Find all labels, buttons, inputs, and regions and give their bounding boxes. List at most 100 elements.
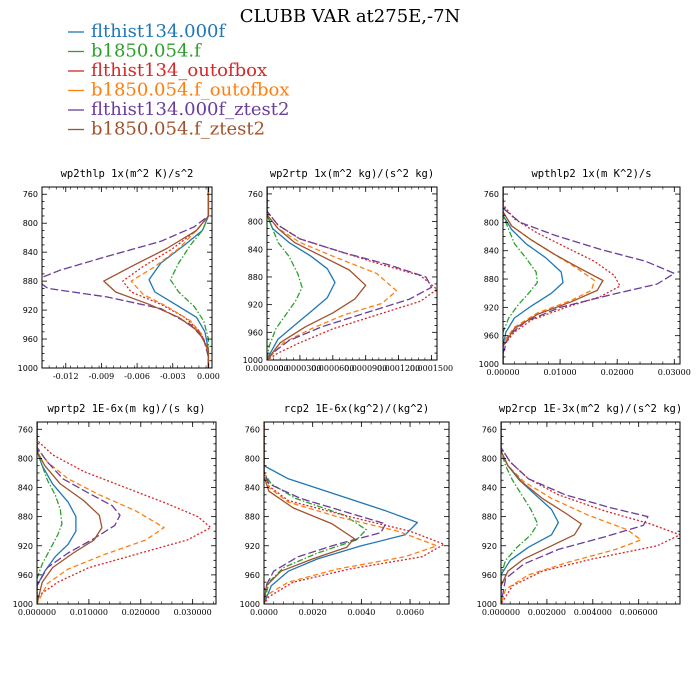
series-line [267,187,433,360]
ytick-label: 960 [248,328,263,337]
panel-4: wprtp2 1E-6x(m kg)/(s kg) 760 800 840 880 920… [13,403,217,617]
series-group [37,422,212,604]
series-group [267,187,437,360]
series-line [503,187,564,364]
series-line [501,422,649,604]
legend-entry-text: flthist134.000f_ztest2 [91,99,289,120]
legend: flthist134.000fb1850.054.fflthist134_out… [68,21,289,140]
series-line [37,422,121,604]
ytick-label: 920 [482,542,497,551]
ytick-label: 800 [18,454,33,463]
panel-3: wpthlp2 1x(m K^2)/s 760 800 840 880 920 960 100… [479,168,691,377]
ytick-label: 760 [18,425,33,434]
plot-frame [41,186,213,369]
series-line [501,422,582,604]
plot-frame [266,186,438,361]
ytick-label: 840 [245,484,260,493]
xtick-label: 0.0000600 [311,364,354,373]
series-line [37,422,63,604]
xtick-label: -0.003 [160,372,186,381]
ytick-label: 840 [248,245,263,254]
ytick-label: 880 [245,513,260,522]
ytick-label: 1000 [243,356,263,365]
panel-title: wp2rcp 1E-3x(m^2 kg)/(s^2 kg) [499,403,682,415]
xtick-label: 0.03000 [658,368,691,377]
series-line [148,187,210,368]
ytick-label: 960 [484,332,499,341]
xtick-label: 0.000000 [482,608,520,617]
panel-title: rcp2 1E-6x(kg^2)/(kg^2) [284,403,429,415]
series-line [264,422,387,604]
series-group [42,187,210,368]
panel-2: wp2rtp 1x(m^2 kg)/(s^2 kg) 760 800 840 880 92… [243,168,454,373]
ytick-label: 1000 [18,364,38,373]
xtick-label: -0.012 [53,372,79,381]
ytick-label: 1000 [477,600,497,609]
ytick-label: 840 [18,484,33,493]
xtick-label: 0.000000 [18,608,56,617]
xtick-label: 0.0001500 [410,364,453,373]
xtick-label: 0.004000 [574,608,612,617]
ytick-label: 840 [482,484,497,493]
series-line [267,187,303,360]
xtick-label: 0.0000000 [245,364,288,373]
series-line [503,187,621,364]
ytick-label: 760 [484,190,499,199]
xtick-label: 0.02000 [601,368,634,377]
xtick-label: -0.009 [89,372,115,381]
series-line [264,422,445,604]
ytick-label: 800 [248,218,263,227]
ytick-label: 760 [482,425,497,434]
series-line [503,187,604,364]
panel-title: wp2thlp 1x(m^2 K)/s^2 [61,168,194,180]
ytick-label: 920 [245,542,260,551]
series-line [37,422,103,604]
plot-frame [502,186,681,365]
xtick-label: 0.0000900 [344,364,387,373]
xtick-label: 0.0040 [347,608,375,617]
ytick-label: 920 [484,303,499,312]
ytick-label: 920 [23,306,38,315]
legend-entry-text: b1850.054.f_ztest2 [91,119,265,140]
xtick-label: 0.002000 [528,608,566,617]
panels: wp2thlp 1x(m^2 K)/s^2 760 800 840 880 920 960 1… [13,168,691,617]
xtick-label: 0.000 [197,372,220,381]
ytick-label: 840 [23,248,38,257]
ytick-label: 960 [23,335,38,344]
ytick-label: 880 [482,513,497,522]
ytick-label: 1000 [240,600,260,609]
panel-1: wp2thlp 1x(m^2 K)/s^2 760 800 840 880 920 960 1… [18,168,220,381]
ytick-label: 880 [484,275,499,284]
series-line [264,422,419,604]
ytick-label: 880 [248,273,263,282]
series-line [264,422,438,604]
ytick-label: 760 [245,425,260,434]
ytick-label: 960 [18,571,33,580]
xtick-label: 0.0001200 [377,364,420,373]
ytick-label: 760 [23,190,38,199]
ytick-label: 960 [482,571,497,580]
panel-6: wp2rcp 1E-3x(m^2 kg)/(s^2 kg) 760 800 840 88… [477,403,683,617]
legend-entry-text: b1850.054.f [91,41,202,62]
xtick-label: 0.020000 [122,608,160,617]
ytick-label: 920 [18,542,33,551]
plot-frame [36,421,217,605]
xtick-label: -0.006 [124,372,150,381]
series-line [37,422,212,604]
xtick-label: 0.0060 [396,608,424,617]
series-group [264,422,445,604]
series-group [501,422,680,604]
series-line [501,422,680,604]
ytick-label: 840 [484,247,499,256]
series-line [267,187,367,360]
series-group [503,187,675,364]
ytick-label: 960 [245,571,260,580]
ytick-label: 800 [484,218,499,227]
xtick-label: 0.0020 [299,608,327,617]
ytick-label: 920 [248,301,263,310]
ytick-label: 800 [23,219,38,228]
legend-entry-text: b1850.054.f_outofbox [91,80,289,101]
series-line [103,187,210,368]
